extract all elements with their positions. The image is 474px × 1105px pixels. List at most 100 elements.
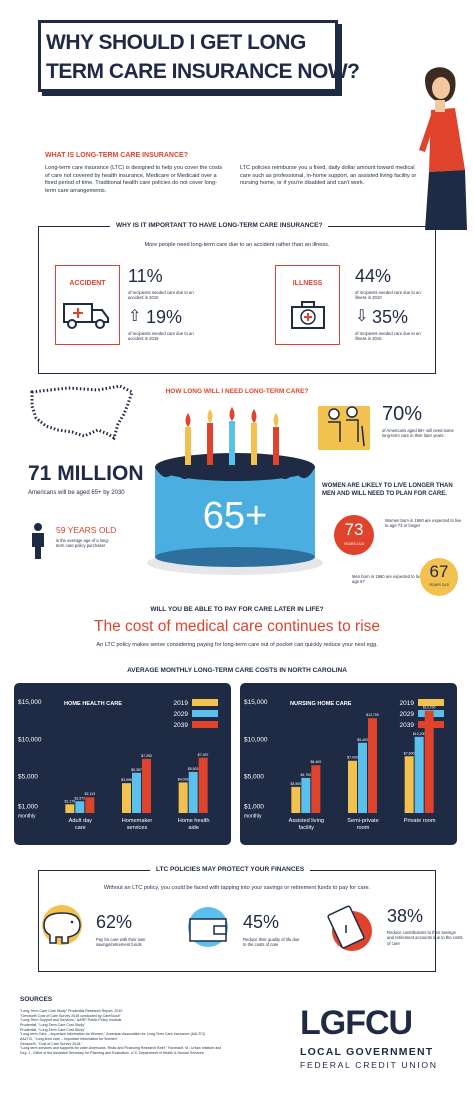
us-map	[30, 384, 134, 441]
bar-value-label: $5,387	[131, 768, 142, 772]
source-line: "Long-Term Support and Services," AARP P…	[20, 1018, 122, 1023]
bar	[358, 742, 367, 813]
bar	[368, 718, 377, 813]
category-label: Private room	[404, 818, 436, 824]
protect-stat-2: 45%	[243, 912, 280, 932]
bar	[404, 756, 414, 813]
what-is-heading: WHAT IS LONG-TERM CARE INSURANCE?	[45, 152, 188, 159]
legend-label: 2019	[400, 700, 415, 707]
title-box	[38, 20, 338, 92]
accident-stat-2: 19%	[146, 307, 183, 327]
nursing-home-chart: $15,000 $10,000 $5,000 $1,000 monthly NURSING…	[244, 699, 444, 831]
elderly-couple-icon	[318, 406, 370, 450]
birthday-cake	[147, 407, 323, 575]
bar	[414, 736, 424, 813]
cost-question: WILL YOU BE ABLE TO PAY FOR CARE LATER I…	[150, 606, 324, 613]
accident-card	[55, 265, 120, 345]
how-long-heading: HOW LONG WILL I NEED LONG-TERM CARE?	[165, 388, 309, 395]
category-label-line2: facility	[299, 825, 315, 831]
bar-value-label: $7,000	[347, 756, 358, 760]
arrow-down-icon: ⇩	[355, 308, 369, 325]
women-heading: WOMEN ARE LIKELY TO LIVE LONGER THAN MEN…	[322, 483, 453, 498]
protect-subtitle: Without an LTC policy, you could be face…	[103, 885, 371, 891]
bar	[75, 801, 85, 813]
bar-value-label: $2,113	[85, 792, 95, 796]
legend-label: 2019	[174, 700, 189, 707]
protect-stat-1: 62%	[96, 912, 133, 932]
y-tick-label: $1,000	[244, 804, 264, 811]
women-age-circle	[334, 515, 374, 555]
y-tick-label: $10,000	[18, 736, 42, 743]
women-desc: Women born in 1960 are expected to live …	[385, 518, 462, 529]
logo-line-2: FEDERAL CREDIT UNION	[300, 1060, 438, 1070]
source-line: "Long-Term Care Cost Study" Prudential R…	[20, 1009, 123, 1013]
bar	[291, 786, 301, 813]
million-desc: Americans will be aged 65+ by 2030	[28, 490, 125, 496]
chart-heading: AVERAGE MONTHLY LONG-TERM CARE COSTS IN …	[127, 667, 347, 674]
legend-label: 2029	[174, 711, 189, 718]
bar-value-label: $10,200	[413, 732, 426, 736]
source-line: Prudential, "Long-Term Care Cost Study"	[20, 1027, 86, 1032]
bar	[311, 765, 321, 813]
source-line: "Long-term services and supports for old…	[20, 1046, 222, 1051]
category-label-line2: services	[127, 825, 148, 831]
hand-money-icon	[327, 905, 372, 951]
logo-text: LGFCU	[300, 1004, 413, 1042]
category-label: Adult day	[69, 818, 93, 824]
bar	[301, 777, 311, 813]
million-stat: 71 MILLION	[28, 462, 144, 485]
bar	[65, 804, 75, 813]
wallet-icon	[188, 907, 228, 947]
page-title: WHY SHOULD I GET LONG TERM CARE INSURANC…	[46, 31, 360, 83]
men-age-circle	[420, 558, 458, 596]
what-is-right-text: LTC policies reimburse you a fixed, dail…	[240, 165, 417, 187]
bar	[424, 710, 434, 813]
bar-value-label: $1,170	[64, 799, 75, 803]
category-label-line2: aide	[188, 825, 199, 831]
what-is-left-text: Long-term care insurance (LTC) is design…	[45, 165, 223, 194]
accident-stat-1: 11%	[128, 266, 163, 286]
bar-value-label: $3,500	[290, 782, 301, 786]
piggy-bank-icon	[42, 905, 82, 945]
y-tick-label: $5,000	[18, 774, 38, 781]
person-icon	[32, 523, 44, 559]
category-label: Semi-private	[347, 818, 378, 824]
bar	[142, 758, 151, 813]
illness-label: ILLNESS	[292, 280, 323, 287]
legend-label: 2029	[400, 711, 415, 718]
source-line: "Long-term Care – Important Information …	[20, 1032, 206, 1037]
cost-subtitle: An LTC policy makes sense considering pa…	[96, 642, 378, 648]
sources-list: "Long-Term Care Cost Study" Prudential R…	[20, 1009, 292, 1056]
source-line: Prudential, "Long-Term Care Cost Study"	[20, 1023, 86, 1028]
age59-desc: is the average age of a long-term care p…	[56, 538, 110, 549]
sources-heading: SOURCES	[20, 996, 53, 1003]
source-line: Genworth, "Cost of Care Survey 2018,"	[20, 1041, 83, 1046]
protect-desc-3: Reduce contributions to their savings an…	[387, 930, 463, 946]
accident-desc-2: of recipients needed care due to an acci…	[128, 331, 194, 342]
bar	[348, 760, 357, 813]
bar-value-label: $6,400	[310, 760, 321, 764]
bar	[132, 772, 141, 813]
bar	[85, 797, 95, 813]
category-label-line2: care	[75, 825, 86, 831]
bar-value-label: $7,250	[141, 754, 152, 758]
y-tick-label: $1,000	[18, 804, 38, 811]
y-tick-label: $5,000	[244, 774, 264, 781]
legend-swatch	[192, 699, 218, 706]
category-label-line2: room	[357, 825, 370, 831]
accident-label: ACCIDENT	[69, 280, 106, 287]
bar-value-label: $4,700	[300, 773, 311, 777]
y-tick-label: $15,000	[18, 699, 42, 706]
women-years-old: YEARS OLD	[343, 542, 365, 546]
bar-value-label: $7,397	[198, 753, 209, 757]
illness-stat-2: 35%	[372, 307, 409, 327]
illness-desc-2: of recipients needed care due to an illn…	[355, 331, 421, 342]
home-health-chart: $15,000 $10,000 $5,000 $1,000 monthly HOME HE…	[18, 699, 218, 831]
age59-stat: 59 YEARS OLD	[56, 525, 117, 535]
protect-stat-3: 38%	[387, 906, 424, 926]
ambulance-icon	[63, 303, 109, 329]
protect-heading: LTC POLICIES MAY PROTECT YOUR FINANCES	[150, 866, 311, 873]
men-age: 67	[429, 562, 449, 581]
cake-label: 65+	[202, 495, 268, 537]
bar	[188, 771, 198, 813]
